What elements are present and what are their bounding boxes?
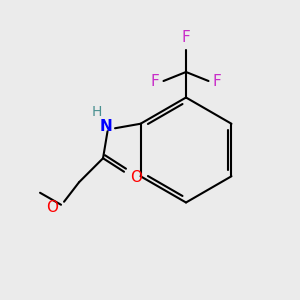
Text: F: F <box>213 74 222 88</box>
Text: O: O <box>130 170 142 185</box>
Text: O: O <box>46 200 58 215</box>
Text: F: F <box>182 30 190 45</box>
Text: H: H <box>92 105 102 119</box>
Text: N: N <box>99 119 112 134</box>
Text: F: F <box>150 74 159 88</box>
